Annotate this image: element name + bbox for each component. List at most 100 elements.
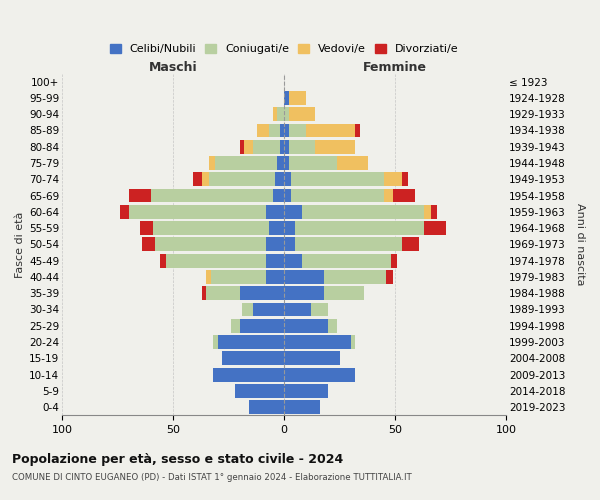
Bar: [266, 254, 284, 268]
Bar: [151, 188, 273, 202]
Bar: [328, 319, 337, 332]
Bar: [277, 156, 284, 170]
Bar: [222, 352, 284, 365]
Bar: [202, 172, 209, 186]
Bar: [302, 205, 424, 219]
Bar: [269, 124, 280, 138]
Bar: [155, 238, 266, 252]
Bar: [280, 124, 284, 138]
Bar: [129, 205, 266, 219]
Bar: [284, 91, 289, 105]
Bar: [209, 172, 275, 186]
Bar: [266, 270, 284, 284]
Bar: [140, 221, 153, 235]
Bar: [384, 188, 393, 202]
Bar: [284, 384, 328, 398]
Bar: [166, 254, 266, 268]
Bar: [142, 238, 155, 252]
Bar: [284, 172, 291, 186]
Legend: Celibi/Nubili, Coniugati/e, Vedovi/e, Divorziati/e: Celibi/Nubili, Coniugati/e, Vedovi/e, Di…: [105, 40, 463, 58]
Bar: [284, 302, 311, 316]
Bar: [257, 124, 269, 138]
Bar: [284, 319, 328, 332]
Bar: [289, 108, 315, 121]
Bar: [244, 140, 253, 153]
Bar: [240, 140, 244, 153]
Bar: [211, 270, 266, 284]
Bar: [253, 302, 284, 316]
Bar: [291, 188, 384, 202]
Bar: [355, 124, 359, 138]
Bar: [284, 335, 350, 349]
Bar: [311, 302, 328, 316]
Bar: [386, 270, 393, 284]
Bar: [215, 156, 277, 170]
Bar: [213, 368, 284, 382]
Bar: [160, 254, 166, 268]
Bar: [302, 254, 391, 268]
Bar: [289, 140, 315, 153]
Bar: [284, 108, 289, 121]
Bar: [284, 124, 289, 138]
Bar: [284, 368, 355, 382]
Bar: [324, 286, 364, 300]
Bar: [120, 205, 129, 219]
Bar: [350, 335, 355, 349]
Bar: [284, 270, 324, 284]
Text: COMUNE DI CINTO EUGANEO (PD) - Dati ISTAT 1° gennaio 2024 - Elaborazione TUTTITA: COMUNE DI CINTO EUGANEO (PD) - Dati ISTA…: [12, 472, 412, 482]
Bar: [284, 156, 289, 170]
Bar: [266, 205, 284, 219]
Bar: [393, 188, 415, 202]
Text: Maschi: Maschi: [149, 60, 197, 74]
Bar: [202, 286, 206, 300]
Bar: [295, 221, 424, 235]
Bar: [240, 319, 284, 332]
Bar: [235, 384, 284, 398]
Bar: [273, 188, 284, 202]
Y-axis label: Anni di nascita: Anni di nascita: [575, 203, 585, 285]
Bar: [280, 140, 284, 153]
Bar: [307, 124, 355, 138]
Bar: [206, 270, 211, 284]
Bar: [391, 254, 397, 268]
Bar: [218, 335, 284, 349]
Text: Popolazione per età, sesso e stato civile - 2024: Popolazione per età, sesso e stato civil…: [12, 452, 343, 466]
Bar: [284, 352, 340, 365]
Bar: [284, 221, 295, 235]
Bar: [284, 254, 302, 268]
Bar: [284, 400, 320, 414]
Bar: [193, 172, 202, 186]
Bar: [424, 221, 446, 235]
Bar: [242, 302, 253, 316]
Bar: [231, 319, 240, 332]
Y-axis label: Fasce di età: Fasce di età: [15, 211, 25, 278]
Bar: [402, 238, 419, 252]
Bar: [289, 156, 337, 170]
Bar: [248, 400, 284, 414]
Bar: [402, 172, 409, 186]
Bar: [209, 156, 215, 170]
Bar: [337, 156, 368, 170]
Bar: [291, 172, 384, 186]
Bar: [240, 286, 284, 300]
Bar: [424, 205, 431, 219]
Bar: [289, 91, 307, 105]
Bar: [284, 140, 289, 153]
Bar: [431, 205, 437, 219]
Text: Femmine: Femmine: [363, 60, 427, 74]
Bar: [284, 188, 291, 202]
Bar: [266, 238, 284, 252]
Bar: [324, 270, 386, 284]
Bar: [275, 172, 284, 186]
Bar: [315, 140, 355, 153]
Bar: [284, 205, 302, 219]
Bar: [295, 238, 402, 252]
Bar: [253, 140, 280, 153]
Bar: [213, 335, 218, 349]
Bar: [277, 108, 284, 121]
Bar: [129, 188, 151, 202]
Bar: [284, 286, 324, 300]
Bar: [153, 221, 269, 235]
Bar: [269, 221, 284, 235]
Bar: [284, 238, 295, 252]
